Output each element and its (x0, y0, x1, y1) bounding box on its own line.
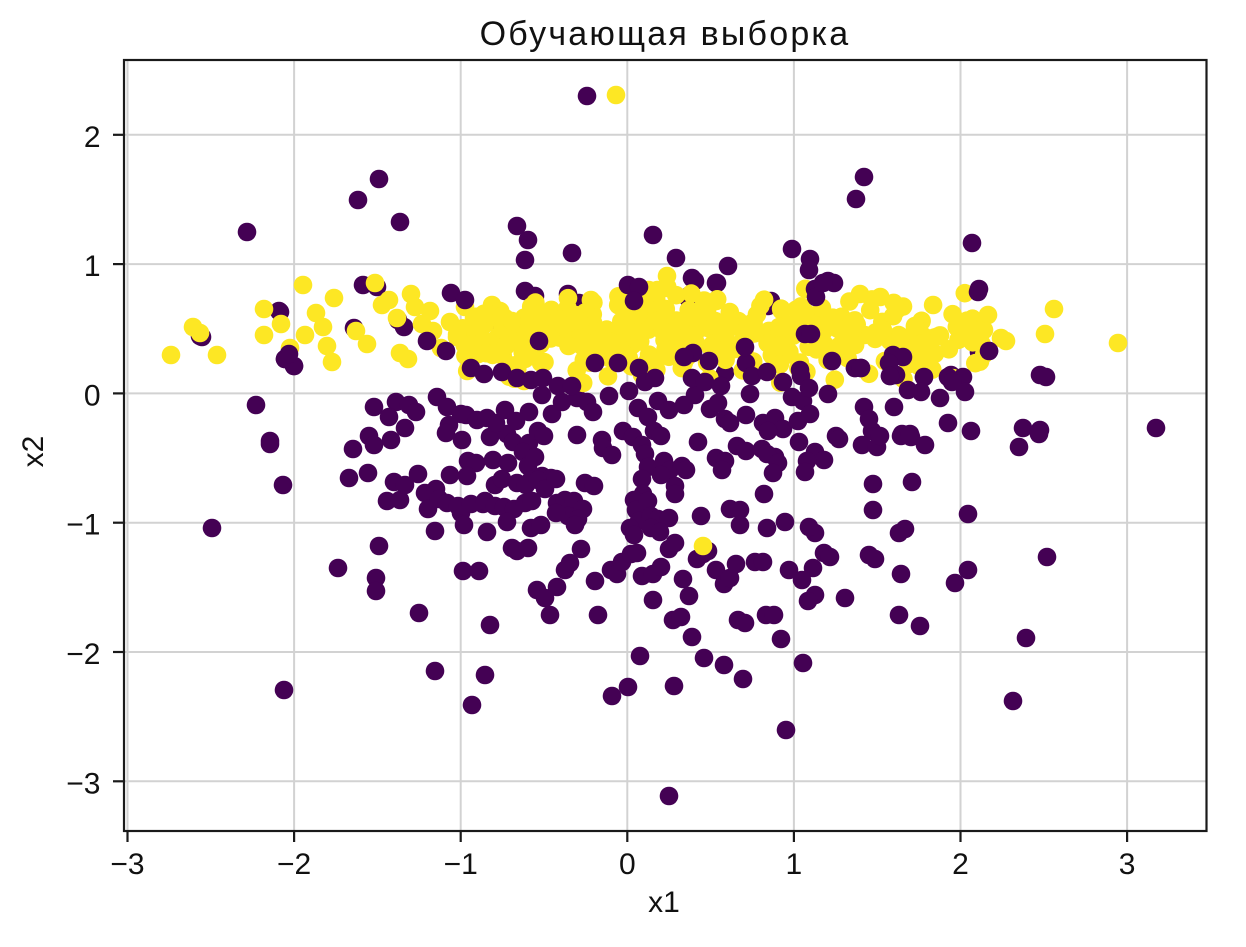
svg-text:0: 0 (619, 848, 636, 881)
svg-text:−2: −2 (277, 848, 311, 881)
svg-text:x1: x1 (648, 886, 680, 919)
svg-text:−3: −3 (66, 767, 100, 800)
svg-text:2: 2 (952, 848, 969, 881)
svg-text:−2: −2 (66, 638, 100, 671)
svg-text:Обучающая выборка: Обучающая выборка (480, 15, 851, 53)
svg-text:−1: −1 (444, 848, 478, 881)
svg-text:3: 3 (1119, 848, 1136, 881)
svg-text:1: 1 (786, 848, 803, 881)
svg-text:0: 0 (84, 379, 101, 412)
svg-text:2: 2 (84, 121, 101, 154)
svg-text:1: 1 (84, 250, 101, 283)
svg-text:−3: −3 (110, 848, 144, 881)
svg-text:−1: −1 (66, 509, 100, 542)
svg-text:x2: x2 (17, 436, 50, 468)
